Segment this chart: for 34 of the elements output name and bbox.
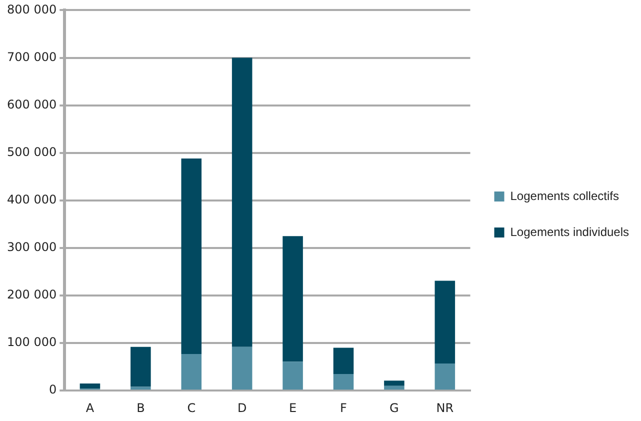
y-tick-label: 300 000: [7, 240, 57, 254]
bar: [384, 386, 404, 390]
bar: [333, 348, 354, 374]
bar: [80, 383, 100, 389]
y-tick-label: 400 000: [7, 192, 57, 207]
bar: [333, 374, 354, 390]
bar: [282, 362, 303, 390]
y-tick-label: 0: [48, 382, 57, 397]
x-tick-label: E: [288, 400, 297, 415]
bar: [181, 354, 202, 390]
y-tick-label: 600 000: [7, 97, 57, 112]
bar: [130, 346, 151, 387]
x-tick-label: NR: [436, 400, 454, 415]
y-tick-label: 700 000: [7, 50, 57, 64]
bar: [232, 58, 252, 347]
bar: [384, 380, 404, 386]
x-tick-label: G: [390, 400, 399, 415]
y-tick-label: 500 000: [7, 144, 57, 159]
legend-label: Logements individuels: [510, 224, 630, 239]
y-tick-label: 100 000: [7, 335, 57, 350]
legend-label: Logements collectifs: [510, 188, 619, 203]
y-tick-label: 200 000: [7, 288, 57, 302]
bar: [232, 346, 252, 390]
bar: [434, 363, 456, 390]
x-tick-label: F: [340, 400, 348, 415]
bar: [130, 386, 151, 390]
x-tick-label: B: [136, 400, 145, 415]
bar: [181, 158, 202, 354]
x-tick-label: D: [237, 400, 247, 415]
bar: [282, 236, 303, 362]
x-tick-label: C: [187, 400, 196, 415]
y-tick-label: 800 000: [7, 2, 57, 16]
x-tick-label: A: [86, 400, 95, 415]
bar: [434, 280, 456, 364]
